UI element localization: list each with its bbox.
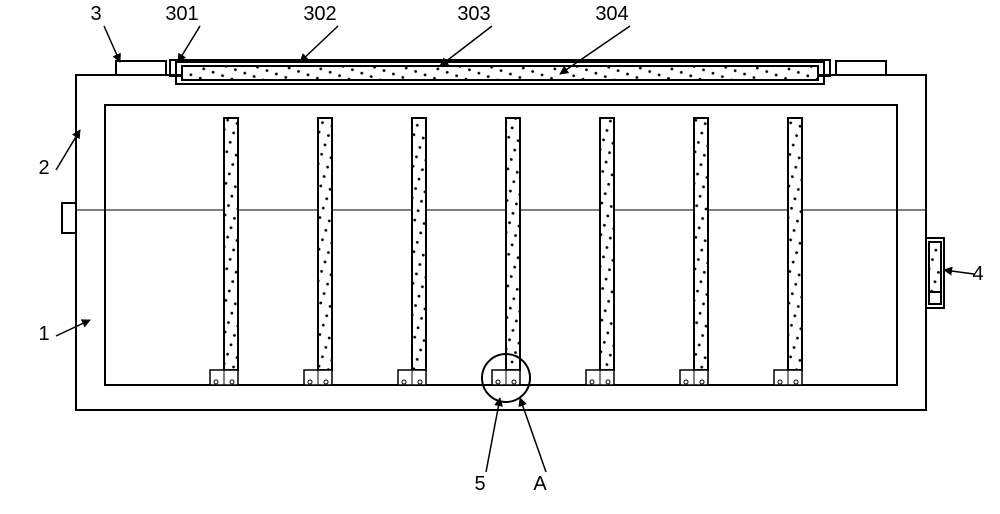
vertical-slat — [788, 118, 802, 370]
slat-foot — [680, 370, 708, 385]
slat-foot — [304, 370, 332, 385]
lbl-304: 304 — [595, 3, 628, 25]
vertical-slat — [224, 118, 238, 370]
lbl-3-leader — [104, 26, 120, 62]
vertical-slat — [600, 118, 614, 370]
vertical-slat — [694, 118, 708, 370]
lbl-301-leader — [178, 26, 200, 62]
lbl-302-leader — [300, 26, 338, 62]
slat-foot — [210, 370, 238, 385]
top-pocket-right — [836, 61, 886, 75]
lbl-4-leader — [944, 270, 974, 274]
slat-foot — [492, 370, 520, 385]
vertical-slat — [506, 118, 520, 370]
lbl-A: A — [533, 473, 547, 495]
lbl-5: 5 — [474, 473, 485, 495]
lbl-302: 302 — [303, 3, 336, 25]
right-handle-hatched — [929, 242, 941, 292]
slat-foot — [398, 370, 426, 385]
vertical-slat — [318, 118, 332, 370]
lbl-4: 4 — [972, 263, 983, 285]
slat-foot — [774, 370, 802, 385]
lbl-2: 2 — [38, 157, 49, 179]
lbl-3: 3 — [90, 3, 101, 25]
lbl-301: 301 — [165, 3, 198, 25]
left-side-tab — [62, 203, 76, 233]
vertical-slat — [412, 118, 426, 370]
right-handle-cap — [929, 292, 941, 304]
top-pocket-left — [116, 61, 166, 75]
top-slider-inner-hatched — [182, 66, 818, 80]
slat-foot — [586, 370, 614, 385]
lbl-1: 1 — [38, 323, 49, 345]
lbl-1-leader — [56, 320, 90, 336]
lbl-303: 303 — [457, 3, 490, 25]
